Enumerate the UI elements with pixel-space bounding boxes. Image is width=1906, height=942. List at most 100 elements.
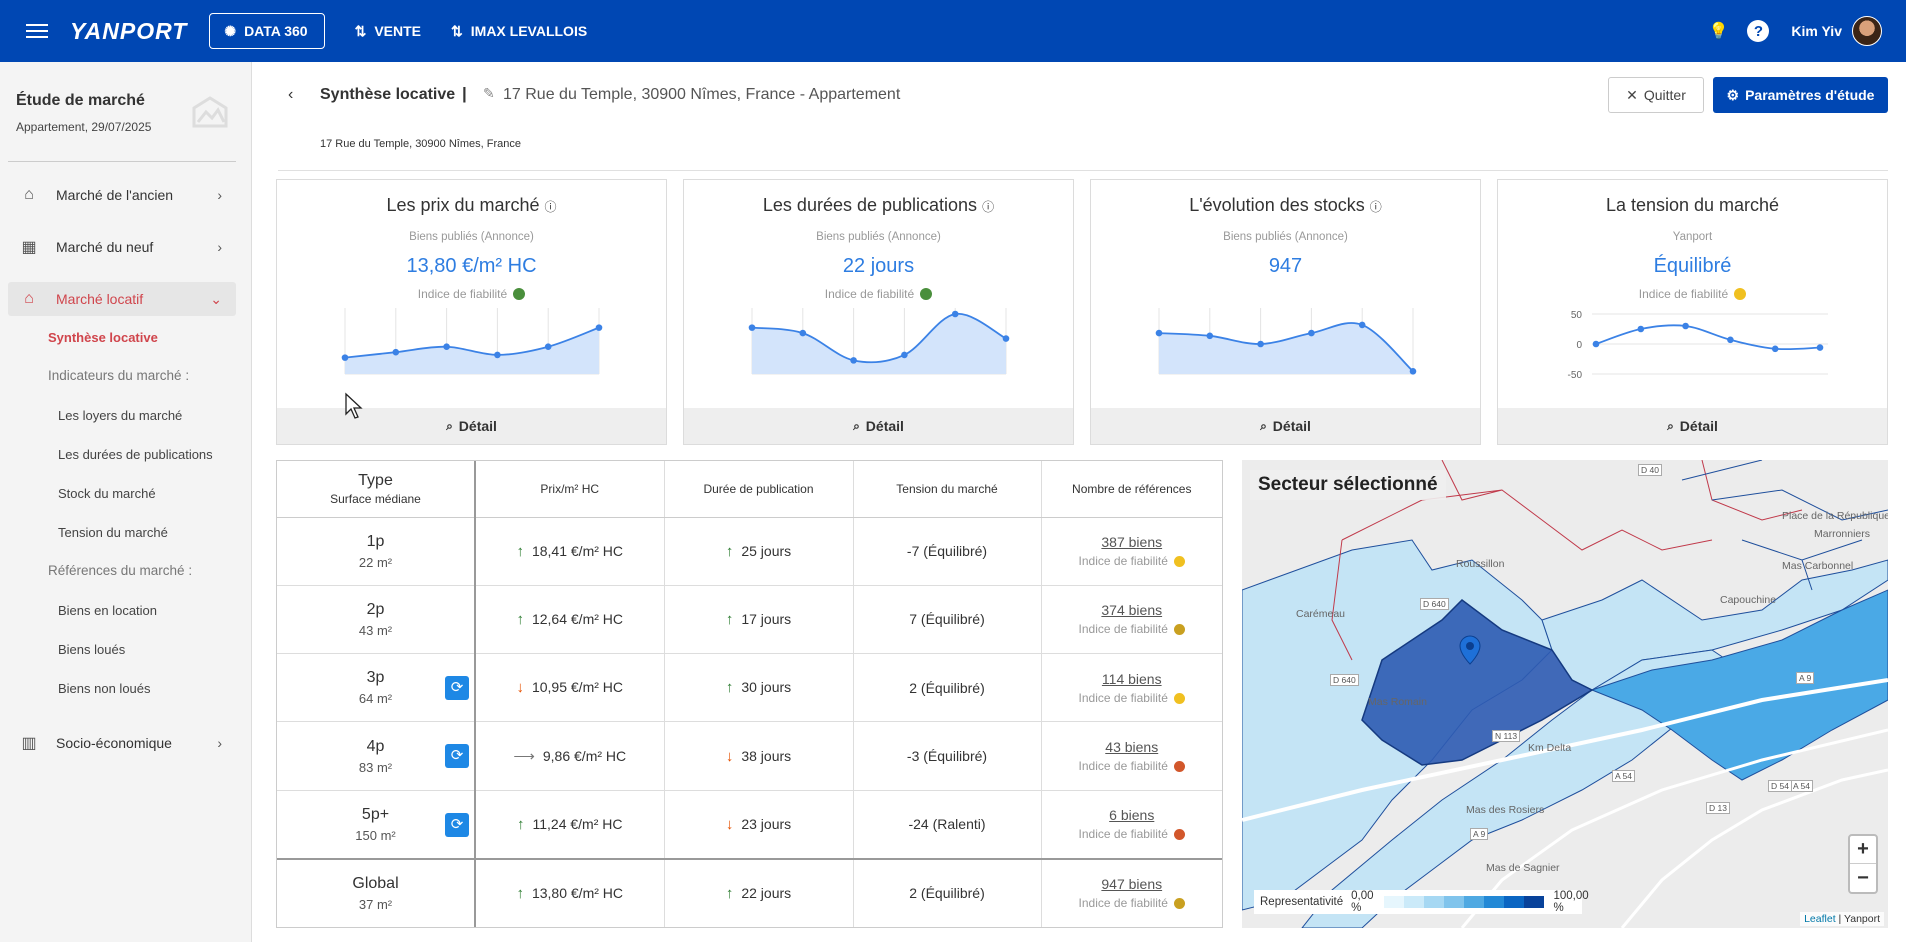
bar-chart-icon: ▥ <box>21 735 37 752</box>
header-divider <box>278 170 1888 171</box>
data360-button[interactable]: ✺ DATA 360 <box>209 13 325 49</box>
chart-area-fill <box>345 327 599 374</box>
reliability-dot <box>920 288 933 300</box>
chart-series-line <box>1158 322 1414 372</box>
legend-swatch <box>1523 896 1544 908</box>
chart-point <box>341 354 349 361</box>
arrow-up-icon: ↑ <box>725 679 734 697</box>
card-reliability: Indice de fiabilité <box>684 287 1073 301</box>
map-canvas[interactable] <box>1242 460 1888 928</box>
type-label: 1p <box>366 532 385 550</box>
info-icon[interactable]: ⓘ <box>982 200 995 214</box>
references-link[interactable]: 114 biens <box>1101 670 1162 687</box>
quit-button[interactable]: ✕ Quitter <box>1608 77 1704 113</box>
map-marker-icon[interactable] <box>1459 635 1481 665</box>
data360-label: DATA 360 <box>244 23 308 39</box>
lightbulb-icon[interactable]: 💡 <box>1708 23 1729 40</box>
refresh-icon[interactable]: ⟳ <box>445 812 469 837</box>
card-evolution-stocks: L'évolution des stocks ⓘ Biens publiés (… <box>1090 179 1481 445</box>
leaflet-link[interactable]: Leaflet <box>1804 913 1836 925</box>
sidebar-item-marche-ancien[interactable]: ⌂ Marché de l'ancien › <box>8 178 236 212</box>
reliability-label: Indice de fiabilité <box>1078 827 1168 842</box>
sector-map[interactable]: Carémeau Roussillon Mas Romain Km Delta Mas … <box>1242 460 1888 928</box>
info-icon[interactable]: ⓘ <box>1369 200 1382 214</box>
chart-tick-label: 0 <box>1576 340 1582 351</box>
cell-prix: ↑ 18,41 €/m² HC <box>475 517 665 586</box>
detail-search-icon: ⌕ <box>853 418 860 433</box>
detail-button[interactable]: ⌕ Détail <box>1091 408 1480 444</box>
reliability-dot <box>1173 624 1185 636</box>
legend-swatch <box>1383 896 1404 908</box>
duree-value: 22 jours <box>741 884 792 901</box>
edit-icon[interactable]: ✎ <box>483 85 495 101</box>
cell-references: 374 biens Indice de fiabilité <box>1041 585 1222 655</box>
card-title-text: Les durées de publications <box>762 195 978 215</box>
references-link[interactable]: 6 biens <box>1109 807 1155 824</box>
hamburger-menu-icon[interactable] <box>26 20 48 42</box>
arrow-down-icon: ↓ <box>516 679 524 697</box>
chart-point <box>1771 345 1779 353</box>
zoom-in-button[interactable]: + <box>1850 836 1876 864</box>
map-attribution: Leaflet | Yanport <box>1800 912 1884 926</box>
user-name[interactable]: Kim Yiv <box>1791 23 1842 39</box>
detail-button[interactable]: ⌕ Détail <box>1498 408 1887 444</box>
chevron-right-icon: › <box>217 735 222 751</box>
detail-button[interactable]: ⌕ Détail <box>277 408 666 444</box>
help-icon[interactable]: ? <box>1747 20 1770 42</box>
chart-durees <box>748 308 1010 375</box>
sidebar-item-marche-locatif[interactable]: ⌂ Marché locatif ⌄ <box>8 282 236 316</box>
sidebar-sub-synthese-locative[interactable]: Synthèse locative <box>48 330 158 345</box>
cell-type: 3p 64 m² ⟳ <box>277 653 476 723</box>
prix-value: 18,41 €/m² HC <box>531 542 624 559</box>
sidebar-item-socio-economique[interactable]: ▥ Socio-économique › <box>8 726 236 760</box>
sidebar-divider <box>8 161 236 162</box>
detail-button[interactable]: ⌕ Détail <box>684 408 1073 444</box>
nav-imax-levallois[interactable]: ⇅ IMAX LEVALLOIS <box>451 23 587 40</box>
prix-value: 9,86 €/m² HC <box>542 748 627 765</box>
cell-type: 4p 83 m² ⟳ <box>277 721 476 791</box>
chart-tick-label: 50 <box>1571 310 1583 321</box>
arrow-up-icon: ↑ <box>725 884 734 902</box>
cell-references: 947 biens Indice de fiabilité <box>1041 857 1223 927</box>
yanport-logo[interactable]: YANPORT <box>70 17 188 44</box>
map-place-label: Mas Carbonnel <box>1782 560 1854 572</box>
sidebar-sub-tension[interactable]: Tension du marché <box>58 525 168 540</box>
refresh-icon[interactable]: ⟳ <box>445 744 469 769</box>
arrow-up-icon: ↑ <box>725 610 734 628</box>
reliability-indicator: Indice de fiabilité <box>1042 896 1223 910</box>
study-settings-button[interactable]: ⚙ Paramètres d'étude <box>1713 77 1888 113</box>
back-arrow-icon[interactable]: ‹ <box>288 86 294 103</box>
avatar[interactable] <box>1852 16 1882 46</box>
sidebar-sub-biens-non-loues[interactable]: Biens non loués <box>58 681 151 696</box>
chart-point <box>1409 367 1417 375</box>
chart-point <box>951 310 959 318</box>
sidebar-sub-loyers[interactable]: Les loyers du marché <box>58 408 183 423</box>
sidebar-item-marche-neuf[interactable]: ▦ Marché du neuf › <box>8 230 236 264</box>
references-link[interactable]: 387 biens <box>1101 534 1163 551</box>
sidebar-sub-stock[interactable]: Stock du marché <box>58 486 156 501</box>
type-label: 2p <box>366 600 385 618</box>
transfer-icon: ⇅ <box>354 22 367 39</box>
arrow-up-icon: ↑ <box>517 815 525 833</box>
chart-point <box>1206 332 1214 340</box>
map-place-label: N 113 <box>1492 730 1521 742</box>
sidebar-sub-biens-loues[interactable]: Biens loués <box>58 642 126 657</box>
duree-value: 38 jours <box>741 747 792 764</box>
refresh-icon[interactable]: ⟳ <box>445 676 469 701</box>
card-reliability: Indice de fiabilité <box>277 287 666 301</box>
nav-vente[interactable]: ⇅ VENTE <box>355 23 421 40</box>
reliability-dot <box>1734 288 1747 300</box>
zoom-out-button[interactable]: − <box>1857 866 1869 889</box>
card-durees-publications: Les durées de publications ⓘ Biens publi… <box>683 179 1074 445</box>
nav-imax-label: IMAX LEVALLOIS <box>470 23 588 39</box>
references-link[interactable]: 43 biens <box>1105 739 1159 756</box>
sidebar-sub-biens-location[interactable]: Biens en location <box>58 603 158 618</box>
reliability-dot <box>513 288 526 300</box>
references-link[interactable]: 947 biens <box>1101 876 1163 893</box>
info-icon[interactable]: ⓘ <box>544 200 557 214</box>
study-settings-label: Paramètres d'étude <box>1745 87 1875 103</box>
map-place-label: Roussillon <box>1456 558 1505 570</box>
references-link[interactable]: 374 biens <box>1101 602 1163 619</box>
sidebar-sub-durees[interactable]: Les durées de publications <box>58 447 213 462</box>
chart-point <box>1816 344 1824 351</box>
